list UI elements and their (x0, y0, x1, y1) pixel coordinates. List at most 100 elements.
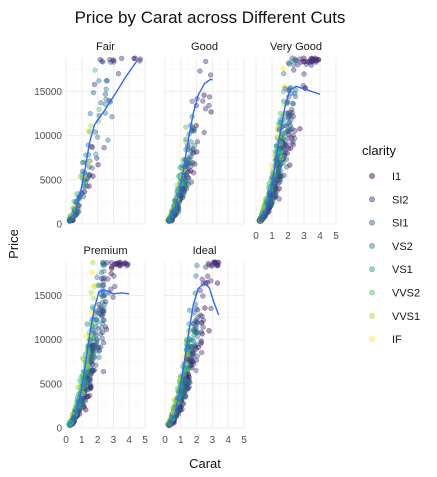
data-point (89, 385, 94, 390)
data-point (97, 355, 102, 360)
data-point (86, 394, 91, 399)
data-point (98, 57, 103, 62)
data-point (99, 270, 104, 275)
data-point (291, 102, 296, 107)
x-tick-label: 2 (285, 231, 291, 242)
data-point (267, 206, 272, 211)
data-point (199, 350, 204, 355)
data-point (95, 135, 100, 140)
data-point (200, 99, 205, 104)
x-tick-label: 3 (111, 435, 117, 446)
data-point (92, 82, 97, 87)
legend-key (369, 290, 374, 295)
data-point (101, 277, 106, 282)
y-tick-label: 15000 (34, 87, 62, 98)
data-point (187, 308, 192, 313)
data-point (113, 284, 118, 289)
data-point (277, 163, 282, 168)
x-tick-label: 0 (63, 435, 69, 446)
data-point (104, 327, 109, 332)
legend-key (369, 337, 374, 342)
x-tick-label: 0 (253, 231, 259, 242)
data-point (88, 111, 93, 116)
data-point (92, 354, 97, 359)
data-point (106, 138, 111, 143)
data-point (97, 302, 102, 307)
data-point (200, 294, 205, 299)
data-point (90, 144, 95, 149)
data-point (283, 150, 288, 155)
data-point (284, 124, 289, 129)
legend-item: SI1 (369, 218, 408, 230)
y-tick-label: 0 (56, 220, 62, 231)
data-point (112, 274, 117, 279)
legend-label: SI2 (392, 194, 409, 206)
legend-key (369, 220, 374, 225)
data-point (202, 93, 207, 98)
data-point (84, 382, 89, 387)
data-point (314, 60, 319, 65)
data-point (209, 306, 214, 311)
data-point (105, 78, 110, 83)
data-point (278, 174, 283, 179)
data-point (89, 370, 94, 375)
data-point (281, 71, 286, 76)
data-point (132, 56, 137, 61)
data-point (89, 124, 94, 129)
data-point (284, 144, 289, 149)
data-point (199, 340, 204, 345)
data-point (292, 91, 297, 96)
legend-item: VS1 (369, 264, 412, 276)
legend-label: VS2 (392, 241, 413, 253)
data-point (103, 299, 108, 304)
data-point (99, 326, 104, 331)
data-point (207, 95, 212, 100)
data-point (68, 218, 73, 223)
data-point (105, 260, 110, 265)
data-point (95, 275, 100, 280)
data-point (290, 110, 295, 115)
x-tick-label: 3 (301, 231, 307, 242)
data-point (194, 326, 199, 331)
data-point (299, 60, 304, 65)
x-tick-label: 2 (95, 435, 101, 446)
data-point (91, 90, 96, 95)
data-point (99, 314, 104, 319)
data-point (291, 68, 296, 73)
data-point (200, 314, 205, 319)
y-tick-label: 5000 (40, 379, 63, 390)
data-point (281, 66, 286, 71)
legend-label: SI1 (392, 218, 409, 230)
legend-title: clarity (362, 143, 396, 158)
data-point (176, 412, 181, 417)
data-point (208, 73, 213, 78)
data-point (94, 310, 99, 315)
data-point (137, 59, 142, 64)
data-point (309, 58, 314, 63)
data-point (100, 330, 105, 335)
legend-item: IF (369, 334, 402, 346)
data-point (194, 307, 199, 312)
data-point (99, 100, 104, 105)
data-point (187, 375, 192, 380)
data-point (199, 330, 204, 335)
legend-label: VVS1 (392, 311, 420, 323)
legend-key (369, 243, 374, 248)
data-point (277, 197, 282, 202)
data-point (97, 107, 102, 112)
data-point (101, 340, 106, 345)
data-point (188, 169, 193, 174)
data-point (91, 296, 96, 301)
data-point (88, 377, 93, 382)
facet-fair: Fair 0 5000 10000 15000 (34, 41, 145, 231)
data-point (93, 130, 98, 135)
data-point (281, 89, 286, 94)
legend-label: IF (392, 334, 402, 346)
data-point (286, 137, 291, 142)
facet-ideal: Ideal 0 1 2 3 4 5 (162, 245, 247, 446)
legend-label: VVS2 (392, 288, 420, 300)
data-point (77, 378, 82, 383)
legend-item: SI2 (369, 194, 408, 206)
data-point (187, 161, 192, 166)
data-point (199, 320, 204, 325)
